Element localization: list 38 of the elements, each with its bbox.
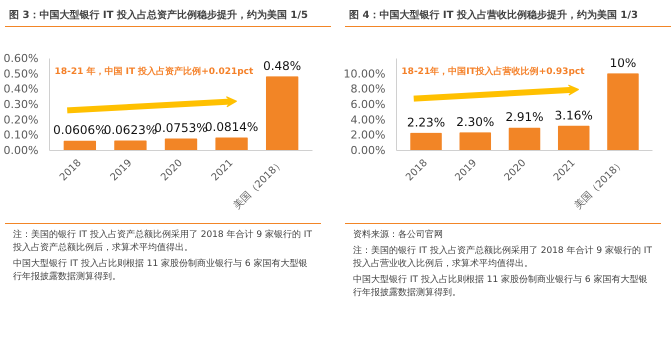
annotation: 18-21 年，中国 IT 投入占资产比例+0.021pct	[54, 66, 254, 78]
chart-title: 图 3：中国大型银行 IT 投入占总资产比例稳步提升，约为美国 1/5	[9, 9, 308, 23]
y-tick-label: 0.00%	[4, 144, 39, 158]
text: 注：美国的银行 IT 投入占资产总额比例采用了 2018 年合计 9 家银行的 IT 投入占营业收入比例后，求算术平均值得出。	[353, 245, 653, 272]
annotation: 18-21年，中国IT投入占营收比例+0.93pct	[401, 66, 586, 78]
text: 中国大型银行 IT 投入占比则根据 11 家股份制商业银行与 6 家国有大型银行年报披露数据测算得到。	[13, 258, 308, 284]
y-tick-label: 8.00%	[350, 82, 386, 96]
data-label: 3.16%	[554, 108, 593, 123]
bar	[64, 140, 96, 151]
bar	[266, 76, 298, 151]
data-label: 2.23%	[406, 116, 446, 130]
y-tick-label: 0.40%	[4, 82, 39, 96]
bar	[164, 138, 198, 151]
bar	[215, 138, 248, 151]
y-tick-label: 0.10%	[4, 128, 39, 142]
y-tick-label: 6.00%	[350, 98, 386, 112]
bar	[410, 133, 442, 151]
bar	[558, 126, 590, 151]
text: 资料来源：各公司官网	[353, 229, 444, 242]
y-tick-label: 0.50%	[4, 68, 39, 81]
bar	[114, 140, 147, 151]
data-label: 2.30%	[456, 115, 494, 130]
chart-title: 图 4：中国大型银行 IT 投入占营收比例稳步提升，约为美国 1/3	[349, 9, 638, 23]
y-tick-label: 4.00%	[350, 114, 386, 127]
text: 注：美国的银行 IT 投入占资产总额比例采用了 2018 年合计 9 家银行的 IT 投入占资产总额比例后，求算术平均值得出。	[13, 229, 313, 256]
bar	[508, 128, 540, 151]
bar	[607, 74, 639, 151]
y-tick-label: 0.60%	[4, 52, 39, 66]
bar	[460, 132, 492, 151]
y-tick-label: 2.00%	[350, 128, 386, 142]
data-label: 0.48%	[263, 59, 302, 74]
text: 中国大型银行 IT 投入占比则根据 11 家股份制商业银行与 6 家国有大型银行年报披露数据测算得到。	[353, 274, 648, 300]
data-label: 2.91%	[505, 110, 544, 124]
y-tick-label: 0.00%	[350, 144, 386, 158]
y-tick-label: 0.30%	[4, 98, 39, 112]
data-label: 0.0606%	[53, 123, 107, 138]
y-tick-label: 0.20%	[4, 114, 39, 127]
y-tick-label: 10.00%	[344, 68, 386, 81]
